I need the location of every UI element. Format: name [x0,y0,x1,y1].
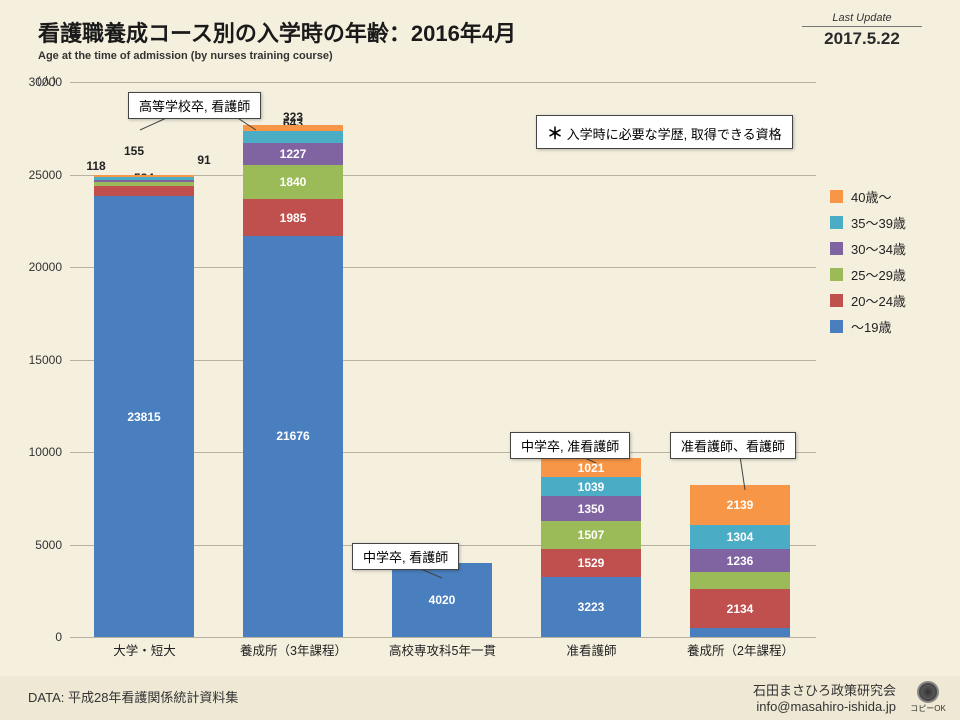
chart-subtitle: Age at the time of admission (by nurses … [38,50,930,62]
x-axis-label: 高校専攻科5年一貫 [368,640,517,659]
legend-item: 30〜34歳 [830,239,940,258]
copy-badge: コピーOK [906,680,950,714]
copy-text: コピーOK [910,703,946,714]
bar-value-label: 1985 [243,211,343,225]
y-tick: 10000 [12,445,62,459]
bar-value-label: 4020 [392,593,492,607]
note-star: ＊ [547,126,563,143]
data-source: DATA: 平成28年看護関係統計資料集 [28,687,238,706]
note-box: ＊ 入学時に必要な学歴, 取得できる資格 [536,115,793,149]
bar-segment [690,572,790,589]
bar-value-label: 3223 [541,600,641,614]
legend-item: 〜19歳 [830,317,940,336]
legend-label: 40歳〜 [851,187,891,206]
bar-segment [94,175,194,177]
update-date: 2017.5.22 [802,29,922,49]
note-text: 入学時に必要な学歴, 取得できる資格 [567,127,782,142]
bar-value-label: 1227 [243,147,343,161]
x-axis-label: 准看護師 [517,640,666,659]
header: 看護職養成コース別の入学時の年齢：2016年4月 Age at the time… [38,16,930,62]
chart-title: 看護職養成コース別の入学時の年齢：2016年4月 [38,16,930,48]
y-tick: 25000 [12,168,62,182]
bar-value-label: 1529 [541,556,641,570]
legend-swatch [830,320,843,333]
x-axis-label: 養成所（3年課程） [219,640,368,659]
legend-label: 30〜34歳 [851,239,906,258]
bar-segment [243,131,343,143]
y-tick: 15000 [12,353,62,367]
bar-value-label: 2139 [690,498,790,512]
callout-box: 中学卒, 看護師 [352,543,459,570]
bar-value-label: 1350 [541,502,641,516]
update-block: Last Update 2017.5.22 [802,12,922,49]
footer-email: info@masahiro-ishida.jp [753,699,896,714]
y-tick: 5000 [12,538,62,552]
legend-swatch [830,294,843,307]
update-label: Last Update [802,12,922,24]
legend-item: 20〜24歳 [830,291,940,310]
legend-item: 35〜39歳 [830,213,940,232]
bar-segment [243,125,343,131]
legend-swatch [830,190,843,203]
x-axis-labels: 大学・短大養成所（3年課程）高校専攻科5年一貫准看護師養成所（2年課程） [70,640,816,664]
legend-swatch [830,268,843,281]
legend-item: 40歳〜 [830,187,940,206]
bar-value-label: 1840 [243,175,343,189]
legend-item: 25〜29歳 [830,265,940,284]
legend-label: 〜19歳 [851,317,891,336]
bar-value-label: 1507 [541,528,641,542]
legend-label: 35〜39歳 [851,213,906,232]
footer-contact: 石田まさひろ政策研究会 info@masahiro-ishida.jp [753,680,896,714]
bar-value-label: 1039 [541,480,641,494]
bar-value-label: 1236 [690,554,790,568]
bar-segment [94,182,194,186]
legend-label: 25〜29歳 [851,265,906,284]
bar-segment [94,186,194,197]
callout-box: 准看護師、看護師 [670,432,796,459]
bar-value-label-small: 155 [114,144,154,158]
bar-value-label: 1304 [690,530,790,544]
legend: 40歳〜 35〜39歳 30〜34歳 25〜29歳 20〜24歳〜19歳 [830,180,940,343]
bar-segment [94,177,194,180]
bar-segment [690,628,790,637]
bar-value-label-small: 91 [184,153,224,167]
bar-value-label: 21676 [243,429,343,443]
footer-org: 石田まさひろ政策研究会 [753,680,896,699]
bar-value-label: 1021 [541,461,641,475]
legend-swatch [830,216,843,229]
bar-value-label: 23815 [94,410,194,424]
callout-box: 高等学校卒, 看護師 [128,92,261,119]
x-axis-label: 養成所（2年課程） [666,640,815,659]
callout-box: 中学卒, 准看護師 [510,432,630,459]
bar-value-label: 2134 [690,602,790,616]
legend-swatch [830,242,843,255]
legend-label: 20〜24歳 [851,291,906,310]
y-tick: 20000 [12,260,62,274]
y-tick: 30000 [12,75,62,89]
bar-segment [94,180,194,182]
x-axis-label: 大学・短大 [70,640,219,659]
bar-value-label-small: 118 [76,159,116,173]
footer: DATA: 平成28年看護関係統計資料集 石田まさひろ政策研究会 info@ma… [0,676,960,720]
y-tick: 0 [12,630,62,644]
